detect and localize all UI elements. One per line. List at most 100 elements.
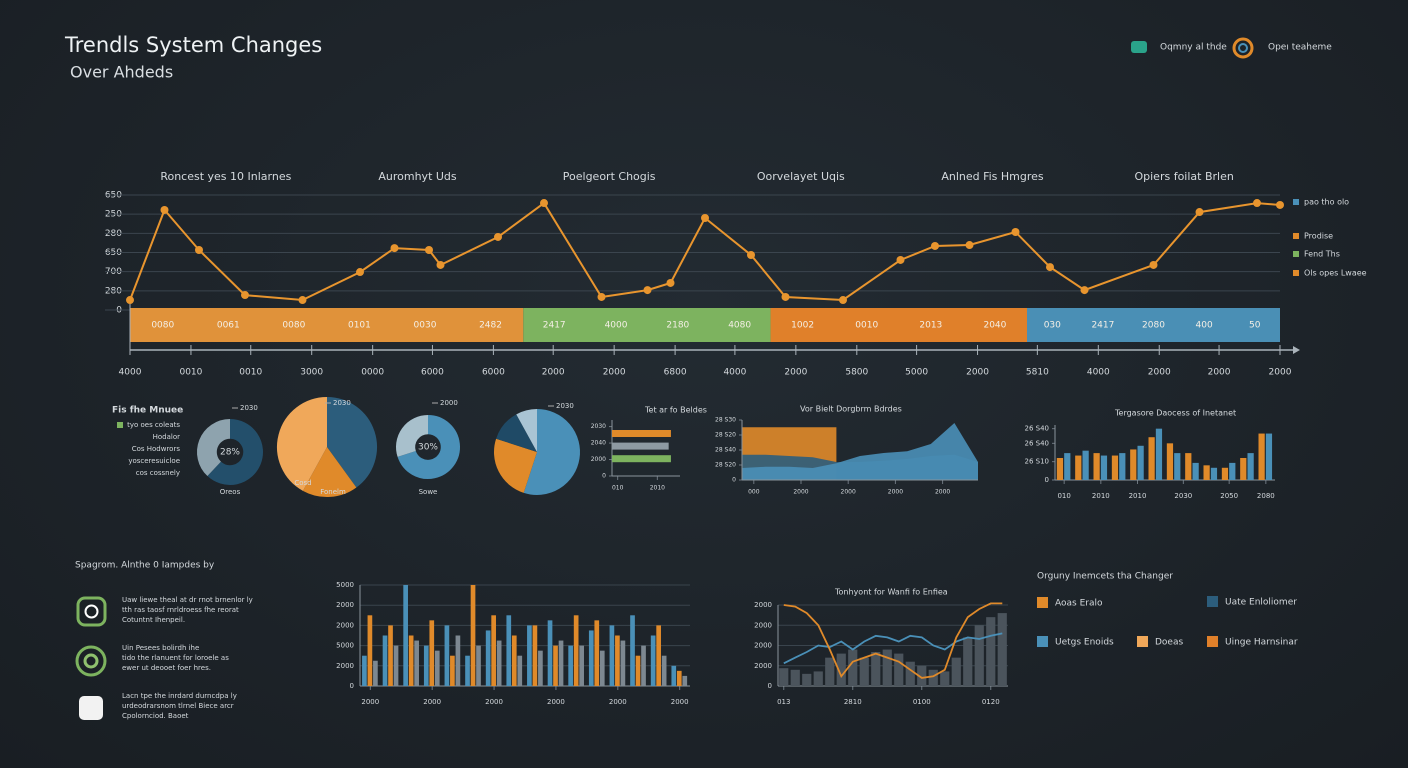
bar: [1075, 455, 1082, 480]
bar: [367, 615, 373, 686]
section-label: Auromhyt Uds: [378, 170, 457, 183]
bar: [506, 615, 512, 686]
bar: [894, 653, 904, 686]
x-tick-label: 2000: [784, 368, 807, 378]
x-tick-label: 0120: [982, 698, 1000, 706]
x-tick-label: 4000: [723, 368, 746, 378]
bar: [779, 668, 789, 686]
segment-label: 2482: [479, 321, 502, 331]
bar: [656, 625, 661, 686]
y-tick-label: 2000: [336, 662, 354, 670]
data-point: [1011, 227, 1020, 236]
x-tick-label: 2000: [609, 698, 627, 706]
bar: [1265, 433, 1273, 480]
data-point: [356, 268, 364, 277]
item-text: tido the rlanuent for loroele as: [122, 654, 229, 662]
data-point: [1149, 260, 1158, 269]
segment-label: 0010: [855, 321, 878, 331]
x-tick-label: 2000: [1148, 368, 1171, 378]
y-tick-label: 2040: [591, 440, 606, 447]
x-tick-label: 2000: [888, 489, 903, 496]
chart-title: Tet ar fo Beldes: [644, 406, 707, 415]
segment-band: [130, 308, 524, 342]
bar: [1240, 458, 1247, 480]
bar: [532, 625, 538, 686]
legend-swatch: [1293, 251, 1299, 257]
data-point: [896, 255, 905, 264]
pie-caption: Fonelm: [320, 488, 346, 496]
pie-slice: [494, 438, 539, 493]
legend-label: Ols opes Lwaee: [1304, 269, 1367, 278]
legend-swatch: [1207, 636, 1218, 647]
bar: [848, 649, 858, 686]
y-tick-label: 28 S20: [715, 432, 736, 439]
bar: [1130, 449, 1137, 480]
y-tick-label: 2000: [336, 621, 354, 629]
data-point: [126, 296, 134, 305]
x-tick-label: 0100: [913, 698, 931, 706]
y-tick-label: 2000: [336, 601, 354, 609]
list-item: Hodalor: [153, 433, 181, 441]
segment-label: 4000: [605, 321, 628, 331]
bar: [802, 673, 812, 686]
legend-swatch: [1037, 597, 1048, 608]
page-title: Trendls System Changes: [64, 33, 322, 57]
data-line: [129, 201, 1281, 302]
bar: [1093, 453, 1100, 480]
bar: [465, 655, 470, 686]
legend-label: pao tho olo: [1304, 198, 1349, 207]
y-tick-label: 2000: [754, 621, 772, 629]
bar: [1221, 467, 1229, 480]
bar: [362, 655, 367, 686]
x-tick-label: 2000: [547, 698, 565, 706]
x-tick-label: 4000: [119, 368, 142, 378]
bar: [1056, 458, 1064, 480]
data-point: [965, 241, 974, 250]
bar: [429, 620, 435, 686]
bar: [612, 430, 671, 437]
page-subtitle: Over Ahdeds: [70, 63, 173, 82]
y-tick-label: 28 S20: [715, 462, 736, 469]
x-tick-label: 2000: [841, 489, 856, 496]
x-tick-label: 2000: [793, 489, 808, 496]
segment-label: 0080: [282, 321, 305, 331]
bar: [676, 670, 682, 686]
bar: [641, 645, 646, 686]
legend-label: Uetgs Enoids: [1055, 638, 1114, 648]
x-tick-label: 2010: [1092, 492, 1110, 500]
x-tick-label: 2010: [1129, 492, 1147, 500]
y-tick-label: 2000: [754, 642, 772, 650]
x-tick-label: 6800: [664, 368, 687, 378]
x-tick-label: 3000: [300, 368, 323, 378]
x-tick-label: 010: [612, 485, 624, 492]
data-point: [195, 246, 203, 255]
data-point: [390, 244, 399, 253]
bar: [825, 657, 835, 686]
pie-title: 2030: [333, 399, 351, 407]
top-legend-label: Opeı teaheme: [1268, 43, 1332, 53]
x-tick-label: 2000: [966, 368, 989, 378]
x-tick-label: 010: [1057, 492, 1070, 500]
bar: [527, 625, 532, 686]
y-tick-label: 2000: [591, 456, 606, 463]
legend-swatch: [1037, 636, 1048, 647]
legend-label: Prodise: [1304, 232, 1333, 241]
x-tick-label: 2000: [1208, 368, 1231, 378]
bar: [444, 625, 450, 686]
data-point: [666, 278, 675, 287]
list-item: cos cossnely: [136, 469, 180, 477]
segment-label: 0030: [414, 321, 437, 331]
bar: [558, 640, 564, 686]
bar: [682, 675, 688, 686]
bar: [1137, 445, 1144, 480]
bar: [594, 620, 600, 686]
x-tick-label: 6000: [421, 368, 444, 378]
data-point: [494, 232, 502, 241]
data-point: [1253, 199, 1261, 208]
item-text: urdeodrarsnom tlrnel Biece arcr: [122, 702, 234, 710]
bar: [599, 650, 605, 686]
item-text: tth ras taosf rnrldroess fhe reorat: [122, 606, 239, 614]
bar: [1064, 453, 1071, 480]
bar: [382, 635, 388, 686]
